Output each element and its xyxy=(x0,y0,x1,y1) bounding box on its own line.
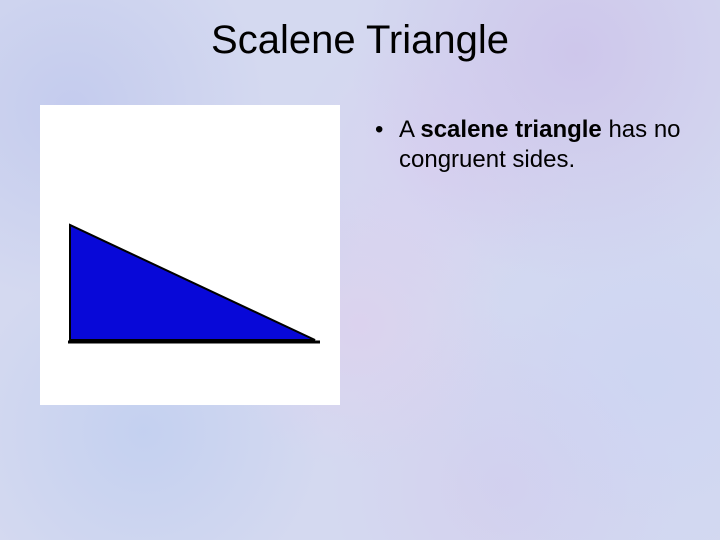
bullet-text: A scalene triangle has no congruent side… xyxy=(399,115,685,175)
scalene-triangle-svg xyxy=(40,105,340,405)
bullet-list: • A scalene triangle has no congruent si… xyxy=(375,115,685,175)
scalene-triangle-shape xyxy=(70,225,315,340)
slide-title: Scalene Triangle xyxy=(0,18,720,63)
triangle-figure-panel xyxy=(40,105,340,405)
bullet-prefix: A xyxy=(399,116,420,143)
bullet-item: • A scalene triangle has no congruent si… xyxy=(375,115,685,175)
bullet-marker: • xyxy=(375,115,399,175)
bullet-term: scalene triangle xyxy=(420,116,601,143)
